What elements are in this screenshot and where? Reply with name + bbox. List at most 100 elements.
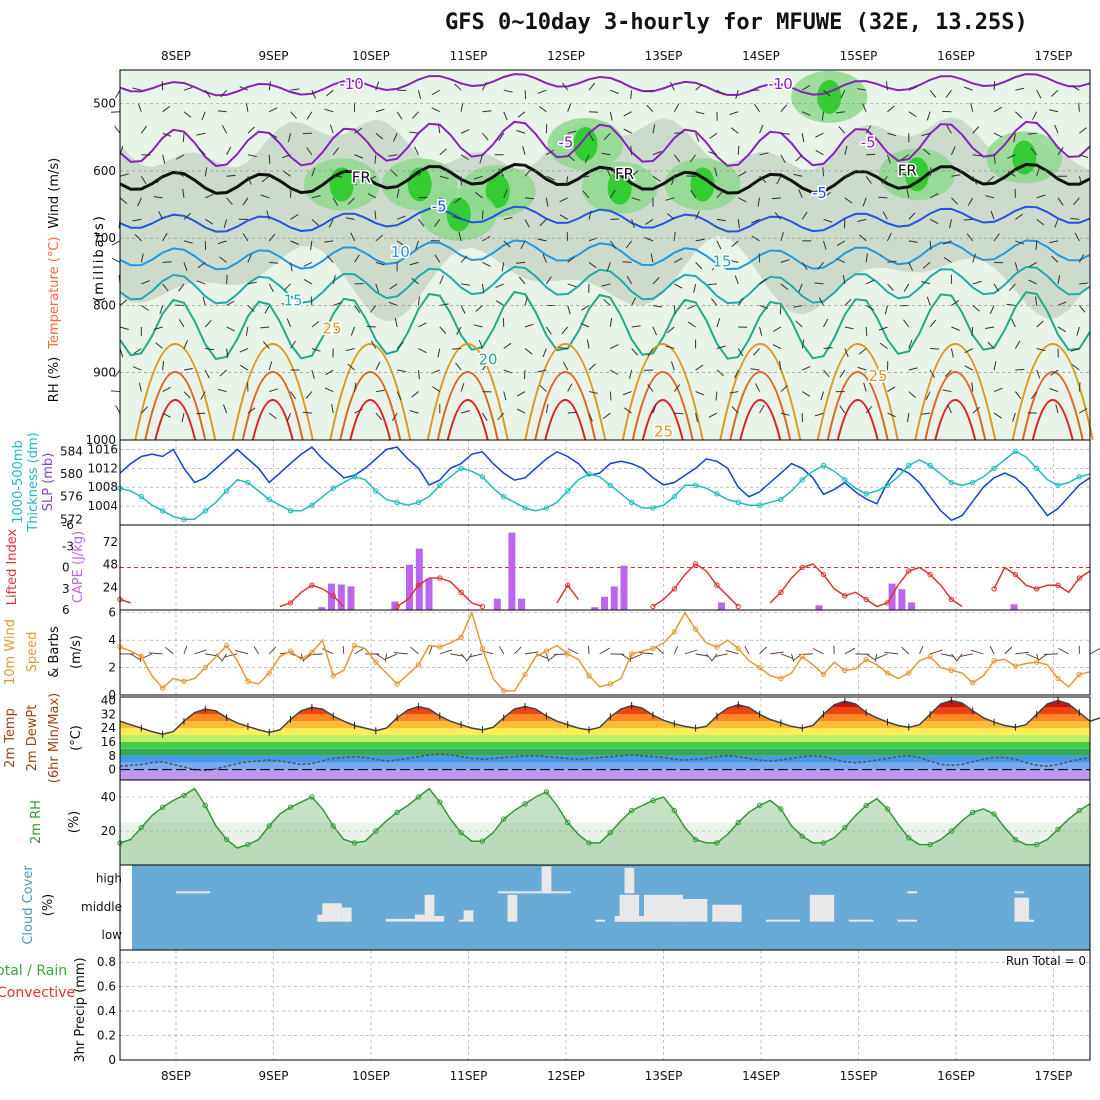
wind-barb [823,89,831,97]
isotherm-line [119,239,1091,271]
cape-bar [337,584,345,610]
wind-ylabel-b-part: Speed [25,632,40,673]
wind-barb [759,175,767,183]
wind-barb [985,195,995,199]
wind-speed-line-point [415,662,422,668]
surface-wind-barb [545,653,550,662]
wind-barb [865,405,873,414]
wind-speed-line-point [1055,675,1061,682]
cloud-bar-high [541,866,552,894]
wind-barb [268,361,273,371]
wind-barb [673,305,676,315]
wind-barb [162,154,166,164]
wind-barb [411,391,419,398]
wind-barb [780,154,786,163]
thickness-line-point [650,505,656,511]
cloud-bar-middle [765,919,800,922]
wind-barb [220,89,227,98]
wind-barb [153,196,163,199]
wind-barb [137,197,142,207]
wind-speed-line-point [266,670,272,676]
pressure-tick-label: 500 [93,97,116,111]
wind-barb [417,296,420,306]
date-tick-bottom: 10SEP [352,1069,390,1083]
wind-barb [588,412,593,422]
wind-barb [542,348,547,358]
wind-barb [545,404,549,414]
wind-barb [708,412,718,418]
surface-wind-barb [535,653,548,659]
date-tick-bottom: 11SEP [450,1069,488,1083]
warm-isotherm [924,371,987,441]
wind-barb [798,283,803,293]
wind-barb [460,129,470,134]
wind-speed-line-point [394,681,400,687]
date-tick-bottom: 13SEP [645,1069,683,1083]
wind-barb [181,412,185,423]
pressure-tick-label: 600 [93,164,116,178]
thickness-line-point [458,465,464,471]
cloud-bar-middle [385,918,415,922]
wind-barb [201,111,206,121]
wind-barb [460,305,466,314]
wind-barb [369,305,377,313]
cape-tick-label: 48 [103,558,118,572]
wind-speed-line-point [778,675,784,682]
temp-tick-label: 40 [101,693,116,707]
cloud-bar-middle [322,903,342,922]
wind-barb [751,218,760,224]
wind-barb [182,133,185,143]
surface-wind-barb [684,649,698,655]
wind-barb [823,191,831,199]
lifted-index-line-point [287,600,294,606]
wind-barb [823,240,827,250]
warm-isotherm [544,399,587,441]
cape-bar [601,596,608,610]
wind-barb [908,367,918,371]
wind-barb [266,210,270,220]
wind-barb [673,154,681,163]
wind-barb [755,383,761,392]
rh-line-point [181,792,187,798]
wind-barb [629,369,633,379]
wind-speed-line-point [373,659,379,665]
wind-barb [374,210,377,220]
date-tick-top: 12SEP [547,49,585,63]
wind-barb [311,89,316,99]
wind-barb [993,81,996,91]
wind-barb [716,89,725,96]
rh-line-point [863,802,869,809]
cloud-bar-middle [619,894,640,922]
lifted-index-line-point [735,603,741,610]
wind-barb [546,175,555,181]
cloud-bar-middle [341,907,352,922]
wind-barb [780,385,788,392]
wind-barb [140,253,144,263]
contour-label: -5 [559,133,574,151]
wind-ylabel-b: Speed [25,632,40,673]
wind-barb [951,326,960,331]
wind-barb [200,391,206,400]
wind-barb [929,193,939,199]
surface-wind-barb [514,646,522,655]
surface-wind-barb [385,653,398,660]
wind-ylabel-d: (m/s) [69,635,84,669]
wind-barb [844,197,853,204]
wind-barb [196,412,206,415]
wind-barb [439,148,447,156]
wind-barb [452,348,462,350]
wind-barb [610,369,619,375]
wind-barb [1071,364,1080,371]
wind-barb [1015,368,1025,371]
rh-line-point [330,823,336,829]
wind-speed-line-point [245,678,251,684]
lifted-index-line [119,563,1091,608]
date-tick-bottom: 8SEP [161,1069,191,1083]
wind-barb [645,218,654,225]
wind-barb [687,304,696,310]
date-tick-bottom: 9SEP [258,1069,288,1083]
wind-barb [137,103,142,112]
cloud-tick-label: middle [81,900,122,914]
rh-core [690,167,715,202]
thickness-line-point [970,479,976,486]
